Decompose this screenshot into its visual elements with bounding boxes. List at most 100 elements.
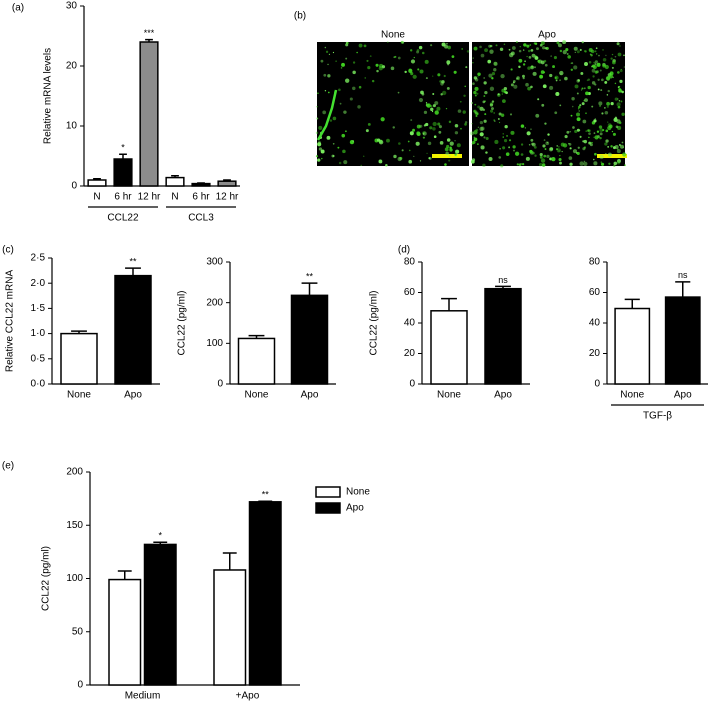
- fluorescence: [471, 158, 476, 162]
- fluorescence: [591, 141, 593, 144]
- fluorescence: [544, 47, 547, 50]
- fluorescence: [553, 56, 557, 60]
- fluorescence: [544, 148, 547, 151]
- fluorescence: [554, 76, 557, 79]
- error-bar: [258, 500, 273, 503]
- fluorescence: [584, 61, 589, 66]
- y-tick-label: 200: [66, 467, 83, 478]
- fluorescence: [323, 73, 327, 77]
- fluorescence: [554, 75, 559, 80]
- fluorescence: [449, 146, 452, 149]
- fluorescence: [318, 125, 323, 130]
- fluorescence: [432, 121, 437, 127]
- fluorescence: [599, 128, 604, 133]
- fluorescence: [602, 49, 604, 51]
- bar: [213, 569, 247, 686]
- fluorescence: [501, 93, 504, 95]
- fluorescence: [474, 86, 479, 91]
- fluorescence: [315, 155, 319, 158]
- fluorescence: [559, 154, 561, 157]
- fluorescence: [534, 66, 536, 69]
- significance-label: ns: [498, 275, 508, 285]
- fluorescence: [527, 86, 531, 91]
- fluorescence: [474, 94, 477, 97]
- fluorescence: [616, 160, 621, 165]
- fluorescence: [541, 163, 546, 167]
- fluorescence: [569, 147, 572, 150]
- fluorescence: [438, 125, 442, 129]
- fluorescence: [594, 70, 598, 74]
- x-tick-label: Medium: [125, 691, 161, 702]
- y-tick-label: 0: [77, 680, 83, 691]
- fluorescence: [530, 49, 534, 52]
- fluorescence: [576, 50, 580, 54]
- error-bar: [125, 267, 141, 276]
- fluorescence: [597, 78, 600, 81]
- fluorescence: [416, 48, 420, 52]
- significance-label: ns: [678, 270, 688, 280]
- fluorescence: [338, 161, 342, 165]
- fluorescence: [345, 43, 349, 47]
- fluorescence: [357, 105, 361, 109]
- fluorescence: [611, 53, 614, 56]
- x-tick-label: Apo: [494, 390, 512, 401]
- x-tick-label: 6 hr: [114, 192, 132, 203]
- fluorescence: [366, 59, 369, 62]
- group-label: TGF-β: [643, 411, 672, 422]
- fluorescence: [586, 79, 589, 82]
- fluorescence: [598, 54, 600, 57]
- fluorescence: [539, 43, 543, 47]
- x-tick-label: 6 hr: [192, 192, 210, 203]
- fluorescence: [580, 89, 583, 91]
- fluorescence: [500, 73, 505, 79]
- fluorescence: [602, 129, 605, 132]
- fluorescence: [341, 62, 345, 67]
- fluorescence: [620, 68, 622, 71]
- fluorescence: [579, 135, 582, 138]
- error-bar: [93, 178, 101, 180]
- fluorescence: [604, 106, 606, 109]
- fluorescence: [598, 125, 603, 129]
- fluorescence: [349, 97, 353, 101]
- fluorescence: [390, 66, 395, 71]
- fluorescence: [502, 133, 504, 135]
- fluorescence: [564, 76, 568, 81]
- fluorescence: [559, 70, 564, 76]
- fluorescence: [600, 161, 603, 164]
- fluorescence: [419, 160, 422, 162]
- fluorescence: [378, 140, 384, 145]
- fluorescence: [524, 127, 526, 129]
- fluorescence: [327, 91, 330, 94]
- fluorescence: [612, 60, 616, 65]
- fluorescence: [576, 128, 580, 132]
- fluorescence: [410, 49, 413, 52]
- fluorescence: [606, 101, 610, 106]
- fluorescence: [554, 111, 558, 115]
- fluorescence: [559, 161, 562, 165]
- fluorescence: [454, 140, 456, 142]
- fluorescence: [542, 144, 546, 148]
- fluorescence: [617, 71, 620, 74]
- fluorescence: [570, 114, 573, 117]
- fluorescence: [503, 86, 508, 91]
- bar: [113, 158, 133, 187]
- fluorescence: [572, 126, 575, 129]
- fluorescence: [545, 141, 550, 146]
- significance-label: ***: [144, 28, 155, 38]
- fluorescence: [475, 114, 478, 117]
- fluorescence: [593, 132, 596, 134]
- fluorescence: [317, 158, 321, 162]
- fluorescence: [594, 63, 597, 65]
- fluorescence: [434, 110, 439, 115]
- fluorescence: [364, 77, 366, 79]
- fluorescence: [589, 143, 593, 147]
- fluorescence: [491, 100, 495, 103]
- fluorescence: [480, 53, 485, 58]
- fluorescence: [610, 57, 613, 60]
- fluorescence: [345, 57, 348, 60]
- fluorescence: [607, 89, 610, 93]
- fluorescence: [316, 106, 318, 108]
- fluorescence: [483, 77, 486, 79]
- error-bar: [248, 334, 265, 339]
